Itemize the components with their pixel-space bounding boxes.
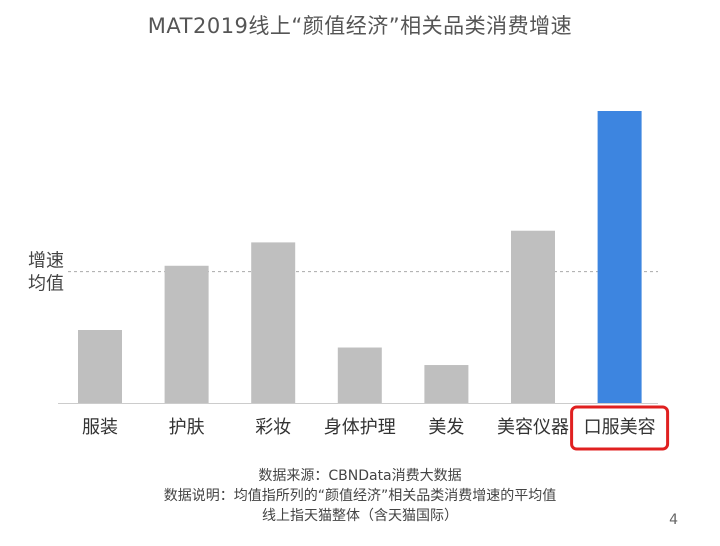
data-description-note: 数据说明：均值指所列的“颜值经济”相关品类消费增速的平均值 xyxy=(163,488,557,504)
average-label-line: 增速 xyxy=(28,251,64,272)
page-number: 4 xyxy=(669,512,678,528)
category-label: 美容仪器 xyxy=(497,417,569,438)
category-label: 身体护理 xyxy=(324,417,396,438)
category-label: 口服美容 xyxy=(584,417,656,438)
category-label: 彩妆 xyxy=(255,417,291,438)
bar xyxy=(164,265,209,403)
category-label: 美发 xyxy=(428,417,464,438)
highlight-box xyxy=(570,405,670,451)
average-label-line: 均值 xyxy=(28,274,64,295)
data-source-note: 数据来源：CBNData消费大数据 xyxy=(258,468,462,484)
category-label: 服装 xyxy=(82,417,118,438)
chart-title: MAT2019线上“颜值经济”相关品类消费增速 xyxy=(147,14,573,38)
data-scope-note: 线上指天猫整体（含天猫国际） xyxy=(262,508,458,524)
bar xyxy=(511,230,555,403)
footnotes: 数据来源：CBNData消费大数据 数据说明：均值指所列的“颜值经济”相关品类消… xyxy=(0,466,720,526)
category-label: 护肤 xyxy=(169,417,205,438)
bar xyxy=(424,365,469,403)
bar xyxy=(78,330,122,403)
bar xyxy=(251,242,296,403)
bar xyxy=(337,347,382,403)
bar xyxy=(597,111,642,403)
